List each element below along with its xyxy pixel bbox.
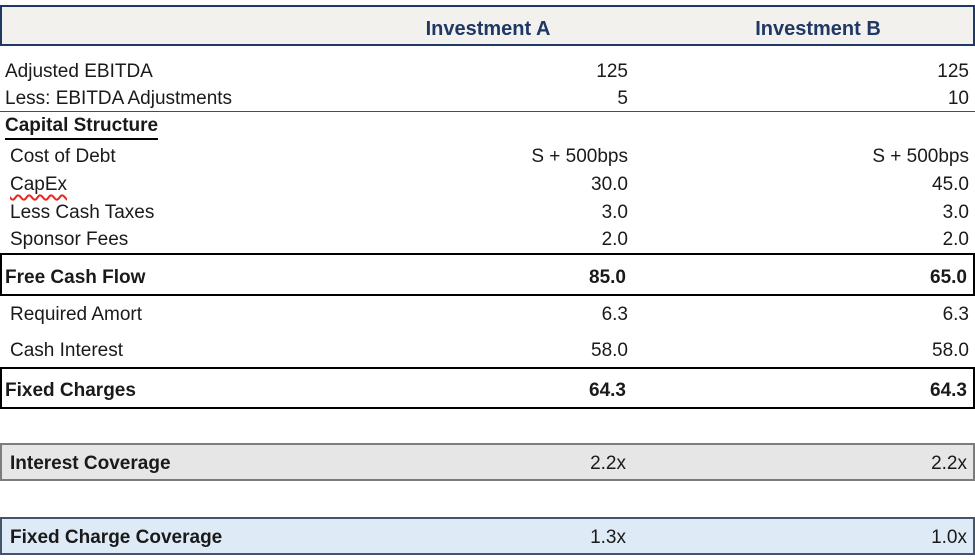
row-less-cash-taxes: Less Cash Taxes 3.0 3.0 — [0, 199, 975, 226]
row-capital-structure: Capital Structure — [0, 112, 975, 143]
cell-value-a[interactable]: 1.3x — [590, 527, 626, 548]
cell-value-b[interactable]: S + 500bps — [872, 146, 969, 167]
cell-value-b[interactable]: 3.0 — [942, 201, 969, 223]
cell-value-a[interactable]: 2.0 — [601, 228, 628, 250]
cell-label[interactable]: Fixed Charges — [5, 380, 136, 401]
cell-value-b[interactable]: 125 — [937, 61, 969, 82]
cell-value-a[interactable]: S + 500bps — [531, 146, 628, 167]
cell-value-b[interactable]: 10 — [947, 87, 969, 109]
cell-label[interactable]: Fixed Charge Coverage — [10, 527, 223, 548]
cell-value-b[interactable]: 1.0x — [931, 527, 967, 548]
cell-value-b[interactable]: 58.0 — [932, 339, 969, 361]
cell-label[interactable]: Less Cash Taxes — [10, 201, 155, 223]
cell-value-b[interactable]: 6.3 — [942, 304, 969, 325]
cell-label[interactable]: Less: EBITDA Adjustments — [5, 87, 233, 109]
cell-value-b[interactable]: 2.2x — [931, 453, 967, 474]
cell-value-b[interactable]: 2.0 — [942, 228, 969, 250]
row-cash-interest: Cash Interest 58.0 58.0 — [0, 334, 975, 367]
cell-value-a[interactable]: 6.3 — [601, 304, 628, 325]
cell-label[interactable]: CapEx — [0, 174, 348, 196]
row-adjusted-ebitda: Adjusted EBITDA 125 125 — [0, 58, 975, 86]
spacer-row — [0, 481, 975, 517]
cell-value-a[interactable]: 3.0 — [601, 201, 628, 223]
spellcheck-underlined-word: CapEx — [10, 174, 68, 195]
cell-value-a[interactable]: 30.0 — [591, 174, 628, 195]
column-header-row: Investment A Investment B — [0, 5, 975, 46]
column-header-investment-a[interactable]: Investment A — [425, 18, 551, 40]
cell-label[interactable]: Cost of Debt — [10, 146, 116, 167]
cell-value-a[interactable]: 85.0 — [589, 267, 626, 288]
column-header-investment-b[interactable]: Investment B — [755, 18, 881, 40]
row-cost-of-debt: Cost of Debt S + 500bps S + 500bps — [0, 143, 975, 171]
section-title: Capital Structure — [5, 115, 159, 140]
row-required-amort: Required Amort 6.3 6.3 — [0, 296, 975, 334]
cell-label[interactable]: Interest Coverage — [10, 453, 171, 474]
row-free-cash-flow: Free Cash Flow 85.0 65.0 — [0, 253, 975, 296]
cell-value-a[interactable]: 125 — [596, 61, 628, 82]
cell-value-b[interactable]: 65.0 — [930, 267, 967, 288]
cell-value-b[interactable]: 45.0 — [932, 174, 969, 195]
cell-value-a[interactable]: 64.3 — [589, 380, 626, 401]
row-sponsor-fees: Sponsor Fees 2.0 2.0 — [0, 226, 975, 253]
row-ebitda-adjustments: Less: EBITDA Adjustments 5 10 — [0, 86, 975, 112]
spacer-row — [0, 46, 975, 58]
cell-value-b[interactable]: 64.3 — [930, 380, 967, 401]
row-capex: CapEx 30.0 45.0 — [0, 171, 975, 199]
cell-label[interactable]: Adjusted EBITDA — [5, 61, 153, 82]
row-fixed-charges: Fixed Charges 64.3 64.3 — [0, 367, 975, 409]
cell-label[interactable]: Free Cash Flow — [5, 267, 146, 288]
cell-value-a[interactable]: 58.0 — [591, 339, 628, 361]
cell-label[interactable]: Required Amort — [10, 304, 143, 325]
cell-label[interactable]: Cash Interest — [10, 339, 123, 361]
spacer-row — [0, 409, 975, 443]
cell-label[interactable]: Sponsor Fees — [10, 228, 129, 250]
cell-label[interactable]: Capital Structure — [0, 115, 348, 140]
row-interest-coverage: Interest Coverage 2.2x 2.2x — [0, 443, 975, 481]
cell-value-a[interactable]: 5 — [617, 87, 628, 109]
cell-value-a[interactable]: 2.2x — [590, 453, 626, 474]
row-fixed-charge-coverage: Fixed Charge Coverage 1.3x 1.0x — [0, 517, 975, 555]
